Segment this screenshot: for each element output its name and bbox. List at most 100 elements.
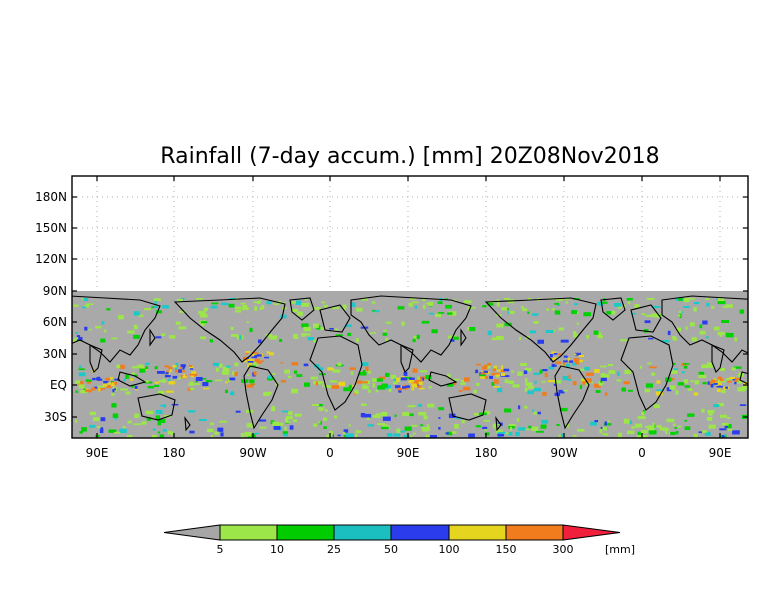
rain-cell xyxy=(286,416,293,420)
rain-cell xyxy=(482,305,487,308)
rain-cell xyxy=(496,323,504,328)
rain-cell xyxy=(726,424,732,429)
rain-cell xyxy=(687,388,693,391)
rain-cell xyxy=(161,333,166,337)
rain-cell xyxy=(85,303,94,305)
rain-cell xyxy=(127,420,132,424)
rain-cell xyxy=(288,411,293,416)
rain-cell xyxy=(438,427,441,430)
rain-cell xyxy=(739,404,747,406)
rain-cell xyxy=(89,424,96,428)
coastline-layer xyxy=(72,295,748,432)
rain-cell xyxy=(404,378,408,381)
rain-cell xyxy=(717,331,725,336)
rain-cell xyxy=(646,383,653,388)
rain-cell xyxy=(296,374,303,377)
rain-cell xyxy=(540,424,547,429)
rain-cell xyxy=(417,376,421,381)
rain-cell xyxy=(187,387,191,391)
rain-cell xyxy=(198,310,206,315)
rain-cell xyxy=(667,428,670,431)
rain-cell xyxy=(193,375,196,377)
rain-cell xyxy=(558,434,561,437)
y-tick-label: 90N xyxy=(43,284,67,298)
rain-cell xyxy=(343,429,349,433)
rain-cell xyxy=(315,381,318,386)
rain-cell xyxy=(524,405,528,409)
rain-cell xyxy=(85,379,92,382)
rain-cell xyxy=(637,416,646,420)
rain-cell xyxy=(623,381,630,385)
rain-cell xyxy=(698,374,707,379)
rain-cell xyxy=(493,386,500,388)
rain-cell xyxy=(239,335,242,340)
rain-cell xyxy=(663,428,667,431)
rain-cell xyxy=(508,380,515,384)
rain-cell xyxy=(580,368,586,371)
rain-cell xyxy=(575,361,580,365)
coastline xyxy=(309,335,363,411)
rain-cell xyxy=(673,423,676,427)
rain-cell xyxy=(355,433,358,438)
rain-cell xyxy=(414,379,422,383)
rain-cell xyxy=(273,303,280,305)
rain-cell xyxy=(332,385,339,389)
rain-cell xyxy=(713,378,717,381)
rain-cell xyxy=(536,430,544,433)
rain-cell xyxy=(303,333,311,336)
colorbar-segment xyxy=(219,524,278,541)
rain-cell xyxy=(678,310,682,314)
rain-cell xyxy=(631,312,637,315)
rain-cell xyxy=(458,390,463,392)
rain-cell xyxy=(164,365,170,368)
rain-cell xyxy=(200,313,208,318)
rain-cell xyxy=(356,307,363,312)
rain-cell xyxy=(172,375,178,379)
rain-cell xyxy=(279,339,283,342)
rain-cell xyxy=(256,301,261,304)
rain-cell xyxy=(125,391,131,395)
coastline xyxy=(137,393,176,421)
rain-cell xyxy=(75,337,79,340)
rain-cell xyxy=(413,336,417,341)
rain-cell xyxy=(133,423,142,426)
y-tick-label: EQ xyxy=(50,378,67,392)
rain-cell xyxy=(169,335,176,339)
rain-cell xyxy=(157,419,166,423)
rain-cell xyxy=(95,326,102,329)
rain-cell xyxy=(577,359,583,363)
rain-cell xyxy=(112,389,115,393)
rain-cell xyxy=(504,408,512,413)
rain-cell xyxy=(656,424,662,428)
rain-cell xyxy=(475,425,481,428)
rain-cell xyxy=(721,389,726,394)
rain-cell xyxy=(409,377,415,380)
rain-cell xyxy=(719,380,726,383)
rain-cell xyxy=(372,415,381,418)
rain-cell xyxy=(175,369,179,373)
rain-cell xyxy=(623,419,630,424)
rain-cell xyxy=(367,370,371,374)
rain-cell xyxy=(254,352,259,355)
rain-cell xyxy=(355,430,362,434)
rain-cell xyxy=(600,377,607,382)
rain-cell xyxy=(497,433,505,437)
rain-cell xyxy=(711,306,715,309)
rain-cell xyxy=(556,424,560,426)
rain-cell xyxy=(323,426,327,429)
rain-cell xyxy=(358,371,367,376)
rain-cell xyxy=(107,382,111,385)
rain-cell xyxy=(218,363,223,368)
rain-cell xyxy=(509,310,515,314)
rain-cell xyxy=(167,371,170,375)
rain-cell xyxy=(244,432,252,437)
rain-cell xyxy=(419,370,427,373)
rain-cell xyxy=(189,366,194,369)
rain-cell xyxy=(665,430,668,434)
rain-cell xyxy=(253,301,259,303)
rain-cell xyxy=(533,321,539,324)
rain-cell xyxy=(504,322,512,327)
rain-cell xyxy=(476,382,480,386)
rain-cell xyxy=(212,362,220,367)
rain-cell xyxy=(337,434,341,437)
